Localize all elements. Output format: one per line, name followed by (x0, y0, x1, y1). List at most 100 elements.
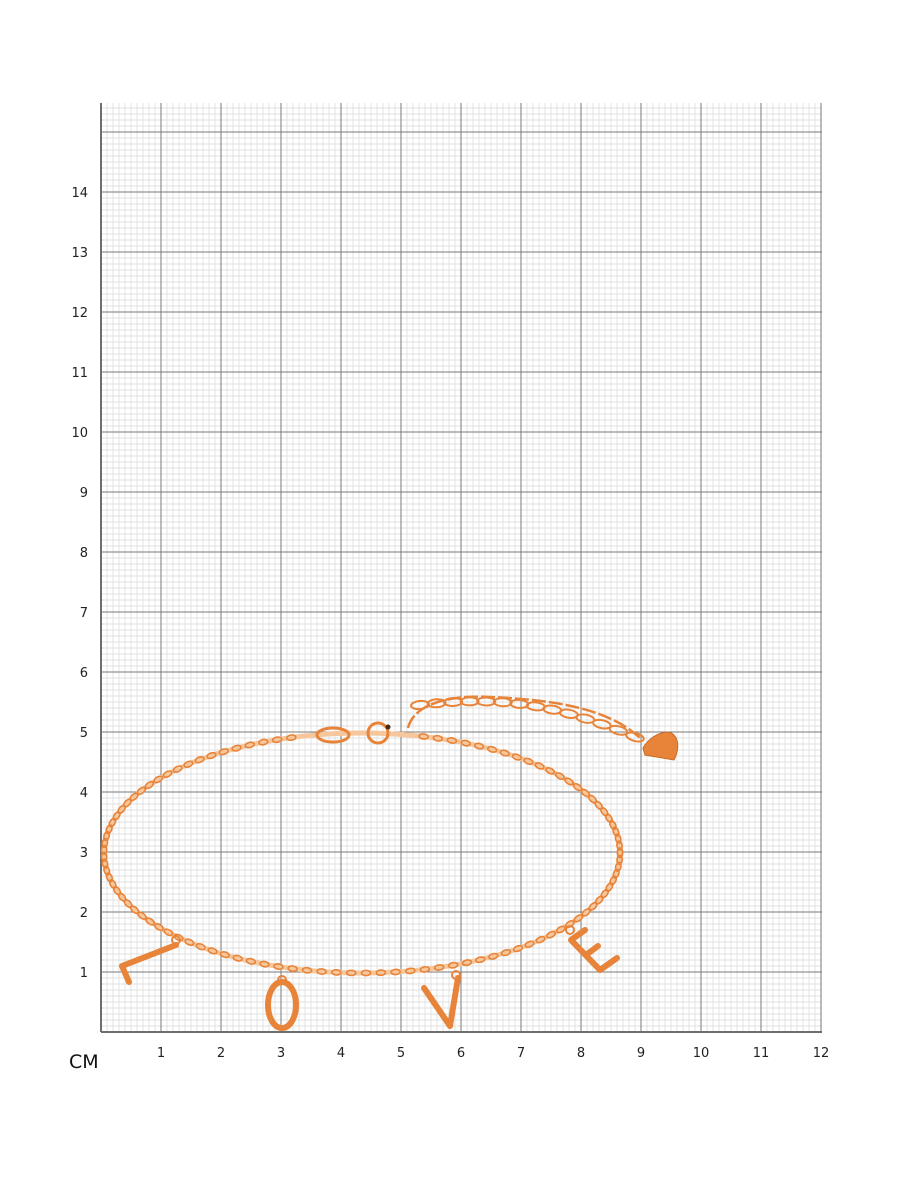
chain-link (258, 738, 269, 746)
pendant-jump-ring (451, 970, 461, 980)
chain-link (604, 813, 614, 824)
chain-link (535, 935, 546, 944)
x-tick-label: 6 (457, 1046, 465, 1061)
chain-link (108, 817, 117, 828)
y-tick-label: 10 (71, 426, 88, 441)
pendant-letter-l (119, 942, 179, 985)
y-tick-label: 14 (71, 186, 88, 201)
y-tick-label: 12 (71, 306, 88, 321)
pendant-letter-o (265, 979, 299, 1031)
chain-link (183, 760, 194, 769)
spring-ring-clasp (366, 721, 390, 745)
extension-link (443, 697, 464, 708)
chain-link (163, 928, 174, 937)
graph-paper-grid (100, 103, 822, 1033)
chain-link (616, 854, 624, 866)
chain-link (108, 879, 117, 889)
chain-link (523, 757, 534, 766)
clasp-lever (385, 724, 391, 730)
x-tick-label: 10 (693, 1046, 710, 1061)
pendant-letter-v (421, 975, 461, 1029)
chain-link (419, 965, 431, 973)
chain-link (612, 868, 620, 879)
extension-link (492, 697, 513, 708)
x-tick-label: 1 (157, 1046, 165, 1061)
chain-link (616, 840, 623, 851)
chain-link (219, 951, 231, 959)
extension-link (410, 699, 430, 711)
pendant-jump-ring (277, 975, 287, 985)
chain-link (524, 940, 535, 948)
chain-link (331, 969, 342, 976)
clasp-ring (315, 726, 351, 744)
chain-link (100, 844, 108, 856)
chain-link (461, 959, 473, 967)
chain-link (162, 770, 173, 779)
chain-link (136, 786, 147, 796)
chain-link (271, 736, 283, 744)
x-tick-label: 5 (397, 1046, 405, 1061)
chain-link (244, 741, 255, 749)
chain-link (184, 938, 195, 946)
chain-link (614, 833, 622, 844)
chain-link (101, 858, 109, 869)
y-tick-label: 4 (80, 786, 88, 801)
y-tick-label: 8 (80, 546, 88, 561)
chain-link (433, 964, 445, 971)
chain-link (545, 766, 556, 775)
chain-link (154, 923, 164, 932)
chain-link (446, 737, 458, 745)
chain-link (488, 952, 499, 960)
y-tick-label: 2 (80, 906, 88, 921)
chain-link (100, 851, 108, 863)
chain-link (534, 762, 545, 770)
x-tick-label: 4 (337, 1046, 345, 1061)
chain-link (301, 966, 313, 974)
x-tick-label: 2 (217, 1046, 225, 1061)
y-tick-label: 1 (80, 966, 88, 981)
x-tick-label: 11 (753, 1046, 770, 1061)
chain-link (390, 968, 401, 976)
x-tick-label: 9 (637, 1046, 645, 1061)
chain-link (500, 948, 512, 957)
chain-link (460, 739, 471, 747)
chain-link (609, 875, 618, 886)
chain-link (245, 957, 257, 965)
chain-link (231, 744, 242, 752)
chain-link (499, 749, 510, 757)
chain-link (447, 961, 459, 969)
chain-link (172, 765, 183, 773)
chain-link (345, 969, 357, 977)
pendant-jump-ring (565, 925, 575, 935)
chain-link (546, 930, 556, 939)
chain-link (153, 775, 164, 784)
chain-link (614, 861, 622, 873)
extension-link (525, 701, 546, 712)
y-tick-label: 11 (71, 366, 88, 381)
chain-link (475, 956, 486, 964)
chain-link (195, 942, 206, 951)
chain-link (145, 917, 155, 926)
chain-link (206, 751, 217, 760)
chain-link (103, 865, 111, 876)
chain-link (512, 944, 524, 953)
chain-link (612, 826, 620, 837)
y-tick-label: 5 (80, 726, 88, 741)
extension-link (476, 696, 497, 707)
chain-link (511, 753, 523, 761)
chain-link (405, 967, 416, 975)
x-tick-label: 3 (277, 1046, 285, 1061)
chain-link (232, 954, 243, 962)
x-tick-label: 7 (517, 1046, 525, 1061)
extension-link (509, 698, 530, 709)
chain-link (605, 882, 614, 892)
extension-link (459, 696, 480, 707)
chain-link (418, 733, 429, 740)
chain-link (554, 772, 565, 780)
y-tick-label: 6 (80, 666, 88, 681)
y-tick-label: 7 (80, 606, 88, 621)
chain-link (564, 777, 574, 786)
chain-link (144, 780, 155, 790)
